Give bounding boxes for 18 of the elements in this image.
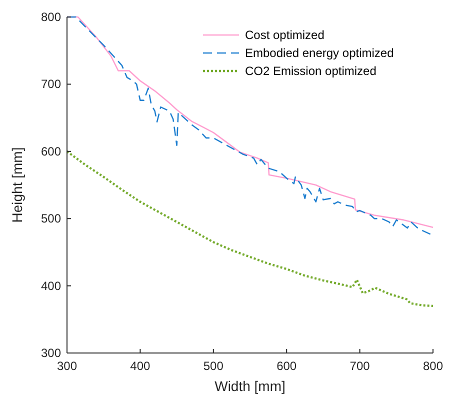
legend-label: CO2 Emission optimized — [245, 64, 376, 78]
y-tick-label: 500 — [40, 212, 62, 226]
legend-label: Cost optimized — [245, 28, 324, 42]
y-tick-label: 600 — [40, 144, 62, 158]
y-tick-label: 800 — [40, 10, 62, 24]
y-tick-label: 700 — [40, 77, 62, 92]
y-tick-label: 400 — [40, 278, 62, 293]
x-tick-label: 600 — [276, 359, 297, 373]
y-axis-title: Height [mm] — [9, 147, 25, 223]
y-tick-label: 300 — [40, 346, 62, 360]
legend-label: Embodied energy optimized — [245, 46, 394, 60]
x-tick-label: 400 — [130, 359, 151, 373]
x-tick-label: 300 — [56, 359, 78, 373]
line-series — [66, 150, 434, 308]
x-tick-label: 500 — [203, 359, 224, 373]
x-axis-title: Width [mm] — [214, 378, 286, 394]
x-tick-label: 800 — [422, 359, 444, 373]
x-tick-label: 700 — [350, 359, 370, 373]
